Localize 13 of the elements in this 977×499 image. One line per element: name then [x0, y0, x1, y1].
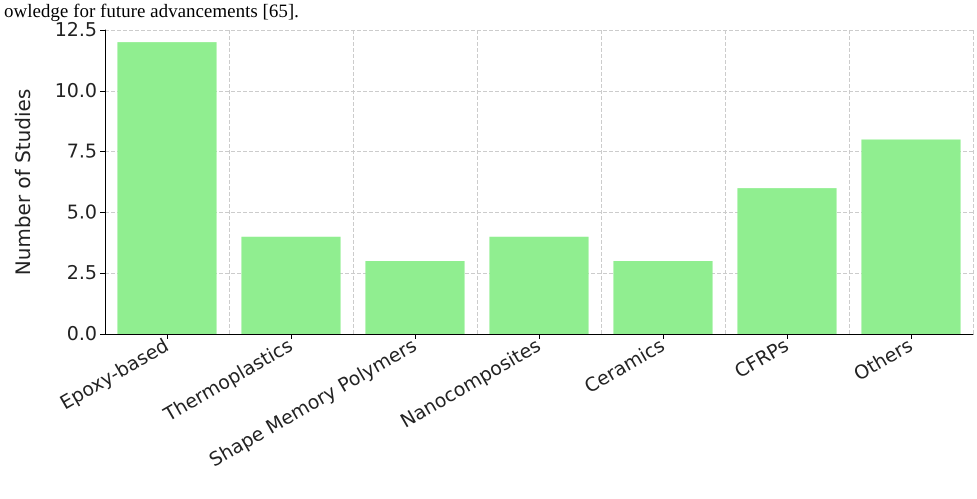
bar: [117, 42, 217, 334]
text: owledge for future advancements [65].: [4, 1, 299, 22]
y-tick-label: 7.5: [66, 140, 97, 163]
y-tick-label: 2.5: [66, 262, 97, 284]
y-tick-label: 5.0: [66, 201, 97, 224]
bar: [737, 188, 837, 334]
bar: [241, 236, 341, 334]
bar: [489, 236, 589, 334]
bar: [613, 261, 713, 334]
bar: [365, 261, 465, 334]
y-axis-title: Number of Studies: [11, 88, 35, 276]
bar: [861, 139, 961, 334]
y-tick-label: 10.0: [54, 80, 97, 102]
